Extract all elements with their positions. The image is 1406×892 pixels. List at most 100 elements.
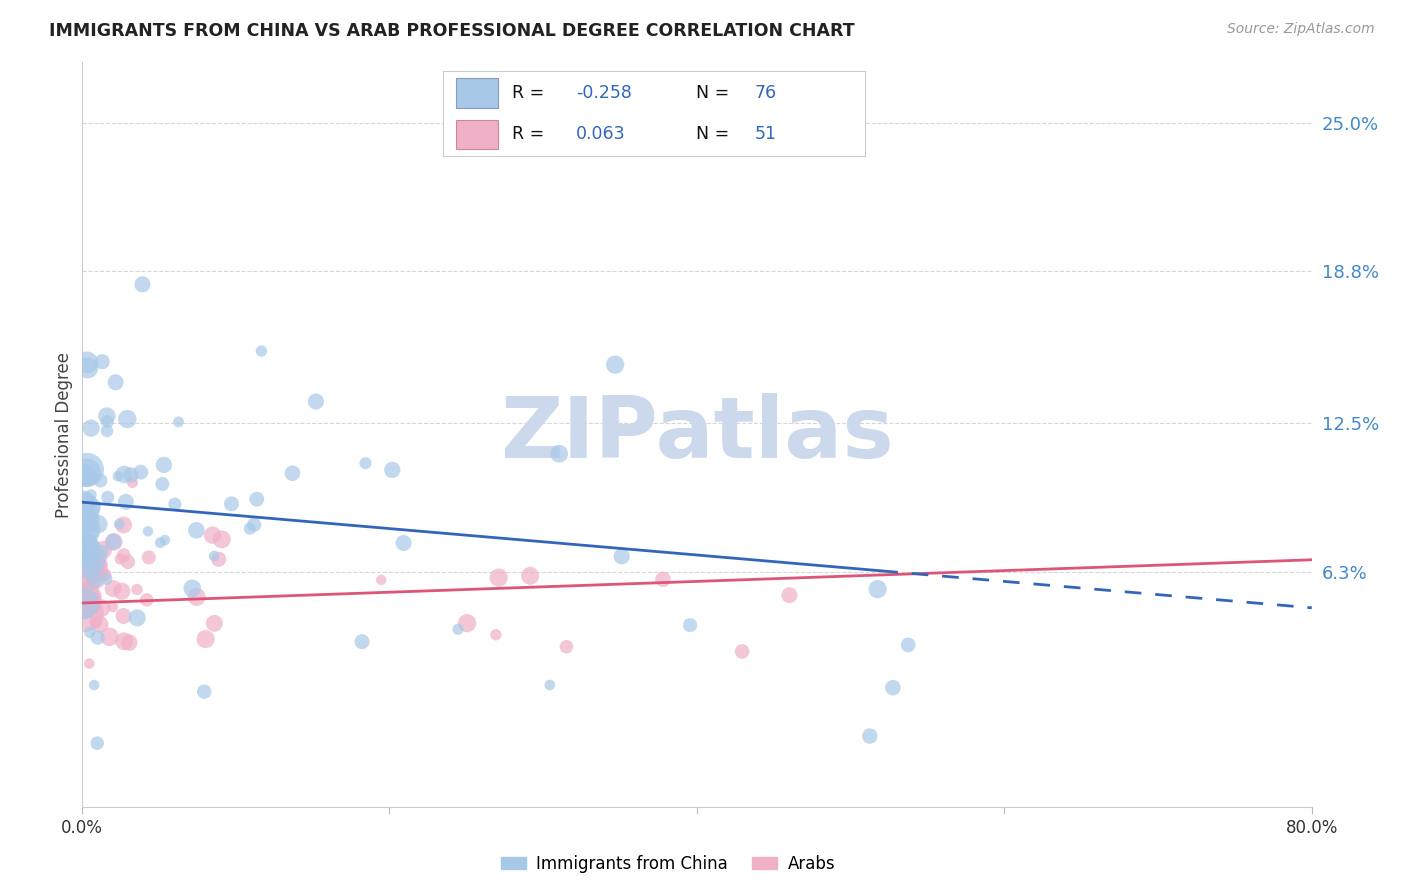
Point bbox=[80, 421, 103, 435]
Point bbox=[91, 354, 114, 368]
Legend: Immigrants from China, Arabs: Immigrants from China, Arabs bbox=[494, 848, 842, 880]
Point bbox=[305, 394, 328, 409]
Point bbox=[72, 593, 94, 607]
Point bbox=[138, 550, 160, 565]
Point bbox=[610, 549, 633, 564]
Point bbox=[76, 594, 98, 608]
Point bbox=[548, 447, 571, 461]
Point bbox=[221, 497, 243, 511]
Point bbox=[125, 582, 148, 597]
Text: R =: R = bbox=[512, 125, 550, 143]
Point bbox=[72, 541, 94, 555]
Point bbox=[108, 517, 131, 532]
Point bbox=[73, 558, 96, 573]
Text: N =: N = bbox=[696, 84, 735, 102]
Text: 76: 76 bbox=[755, 84, 778, 102]
Point bbox=[519, 569, 541, 583]
Point bbox=[107, 469, 129, 483]
FancyBboxPatch shape bbox=[456, 78, 498, 108]
Point bbox=[75, 523, 97, 537]
Point bbox=[392, 536, 415, 550]
FancyBboxPatch shape bbox=[456, 120, 498, 149]
Point bbox=[897, 638, 920, 652]
Point bbox=[97, 490, 120, 504]
Point bbox=[80, 488, 103, 502]
Point bbox=[104, 376, 127, 390]
Point bbox=[79, 573, 101, 587]
Point bbox=[73, 525, 96, 540]
Point bbox=[120, 467, 142, 482]
Point bbox=[89, 549, 111, 564]
Point bbox=[181, 582, 204, 596]
Point bbox=[731, 644, 754, 658]
Point bbox=[80, 560, 103, 574]
Point bbox=[90, 545, 112, 559]
Point bbox=[112, 548, 135, 562]
Point bbox=[77, 555, 100, 569]
Point bbox=[96, 415, 118, 429]
Point bbox=[110, 552, 132, 566]
Point bbox=[211, 533, 233, 547]
Point bbox=[72, 550, 94, 565]
Point bbox=[605, 358, 627, 372]
Point bbox=[652, 572, 675, 586]
Point bbox=[98, 630, 121, 644]
Point bbox=[778, 588, 800, 602]
Point bbox=[86, 631, 108, 645]
Point bbox=[246, 492, 269, 507]
Point bbox=[250, 343, 273, 358]
Text: R =: R = bbox=[512, 84, 550, 102]
Point bbox=[90, 601, 112, 615]
Point bbox=[135, 592, 157, 607]
Point bbox=[485, 628, 508, 642]
Point bbox=[131, 277, 153, 292]
Point bbox=[87, 517, 110, 532]
Point bbox=[72, 501, 94, 516]
Point bbox=[488, 571, 510, 585]
Point bbox=[150, 477, 173, 491]
Point bbox=[186, 524, 208, 538]
Point bbox=[202, 549, 225, 563]
Point bbox=[555, 640, 578, 654]
Point bbox=[112, 467, 135, 482]
Point bbox=[186, 590, 208, 604]
Point bbox=[89, 474, 111, 488]
Point bbox=[84, 615, 107, 629]
Point bbox=[111, 584, 134, 599]
Point bbox=[866, 582, 889, 596]
Point bbox=[208, 552, 231, 566]
Point bbox=[243, 517, 266, 532]
Point bbox=[679, 618, 702, 632]
Point bbox=[456, 616, 478, 631]
Point bbox=[118, 635, 141, 649]
Point bbox=[163, 497, 186, 511]
Point bbox=[103, 534, 125, 549]
Point bbox=[75, 468, 97, 483]
Point bbox=[96, 572, 118, 586]
Text: 0.063: 0.063 bbox=[576, 125, 626, 143]
Point bbox=[136, 524, 159, 539]
Point bbox=[115, 495, 138, 509]
Point bbox=[79, 625, 101, 640]
Point bbox=[83, 678, 105, 692]
Point bbox=[117, 412, 139, 426]
Point bbox=[101, 582, 124, 596]
Point bbox=[96, 409, 118, 423]
Point bbox=[281, 467, 304, 481]
Point bbox=[859, 729, 882, 743]
Point bbox=[381, 463, 404, 477]
Point bbox=[193, 684, 215, 698]
Point bbox=[127, 611, 149, 625]
Point bbox=[447, 622, 470, 636]
Y-axis label: Professional Degree: Professional Degree bbox=[55, 351, 73, 518]
Point bbox=[153, 533, 176, 548]
Point bbox=[201, 528, 224, 542]
Point bbox=[86, 563, 108, 577]
Text: ZIPatlas: ZIPatlas bbox=[499, 393, 894, 476]
Point bbox=[76, 562, 98, 576]
Point bbox=[153, 458, 176, 472]
Point bbox=[194, 632, 217, 646]
Point bbox=[91, 542, 114, 557]
Point bbox=[75, 606, 97, 620]
Point bbox=[103, 534, 125, 549]
